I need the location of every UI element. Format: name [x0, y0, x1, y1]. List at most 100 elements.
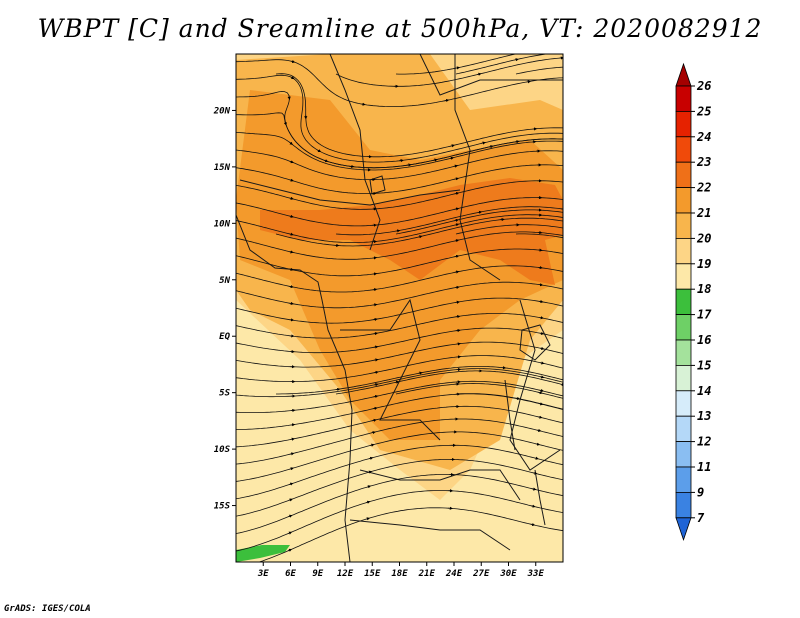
streamline [236, 248, 563, 277]
streamline-arrow [534, 456, 539, 460]
streamline-arrow [289, 285, 294, 289]
y-tick-label: 10N [214, 219, 231, 229]
streamline-arrow [433, 158, 438, 162]
streamline [236, 431, 563, 482]
lake-malawi [534, 469, 546, 526]
grads-credit: GrADS: IGES/COLA [4, 604, 91, 614]
wbpt-band-22-23 [260, 178, 563, 285]
colorbar-segment [675, 441, 692, 468]
streamline [236, 164, 563, 194]
streamline-arrow [444, 98, 450, 103]
streamline-arrow [454, 207, 460, 211]
streamline [236, 281, 563, 309]
streamline-arrow [477, 210, 483, 214]
country-border [349, 519, 511, 551]
streamline-arrow [539, 388, 545, 393]
streamline [236, 265, 563, 293]
colorbar-top-triangle [675, 62, 692, 87]
streamline-arrow [418, 235, 423, 239]
colorbar-label: 7 [697, 511, 705, 525]
x-tick-label: 21E [418, 569, 436, 579]
streamline-arrow [454, 177, 460, 181]
x-tick-label: 15E [364, 569, 381, 579]
streamline-arrow [477, 72, 482, 76]
streamline-arrow [455, 300, 460, 304]
streamline-arrow [538, 299, 544, 304]
streamline [236, 297, 563, 324]
streamline-arrow [365, 517, 371, 521]
streamline-arrow [374, 358, 379, 362]
streamline-arrow [374, 370, 379, 374]
streamline [236, 459, 563, 517]
colorbar-segment [675, 491, 692, 519]
streamline [275, 217, 563, 247]
streamline-arrow [368, 456, 374, 460]
streamline-arrow [539, 361, 545, 365]
streamline-arrow [454, 191, 460, 196]
streamline-arrow [373, 406, 378, 410]
streamline-arrow [373, 394, 379, 399]
colorbar-segment [675, 85, 692, 112]
streamline-arrow [531, 487, 537, 491]
streamline-arrow [283, 121, 287, 126]
colorbar-label: 18 [697, 282, 711, 296]
streamline-arrow [455, 66, 461, 70]
streamline-arrow [374, 383, 379, 387]
streamline-arrow [370, 443, 375, 447]
lake-victoria [519, 324, 551, 361]
streamline-arrow [481, 141, 486, 145]
colorbar-segment [675, 390, 692, 417]
colorbar-bottom-triangle [675, 517, 692, 542]
streamline [236, 355, 563, 382]
streamline-arrow [539, 331, 545, 335]
streamline-arrow [372, 418, 377, 422]
streamline-arrow [454, 218, 459, 222]
streamline [236, 313, 563, 339]
colorbar: 26 25 24 23 22 21 20 19 18 17 16 15 14 13 12 11 9 7 [675, 62, 712, 542]
streamline [236, 380, 563, 413]
streamline-arrow [373, 331, 379, 336]
colorbar-segment [675, 161, 692, 188]
streamline-arrow [367, 470, 373, 474]
y-tick-label: 10S [214, 445, 231, 455]
streamline-arrow [289, 178, 294, 182]
x-tick-label: 9E [312, 569, 323, 579]
streamline [455, 54, 549, 75]
colorbar-label: 16 [697, 333, 711, 347]
colorbar-label: 12 [697, 435, 711, 449]
x-axis: 3E 6E 9E 12E 15E 18E 21E 24E 27E 30E 33E [257, 562, 544, 579]
colorbar-segment [675, 187, 692, 214]
colorbar-label: 25 [696, 104, 711, 118]
streamline-arrow [560, 382, 563, 386]
colorbar-label: 21 [696, 206, 711, 220]
streamline-arrow [395, 229, 401, 233]
streamline-arrow [454, 270, 460, 274]
streamline [236, 131, 563, 171]
streamline-arrow [290, 59, 296, 64]
colorbar-segment [675, 237, 692, 265]
colorbar-label: 24 [696, 130, 711, 144]
streamline-arrow [289, 141, 293, 145]
streamline [236, 231, 563, 260]
streamline-arrow [531, 504, 536, 508]
streamline [236, 341, 563, 368]
colorbar-label: 23 [696, 155, 711, 169]
streamline-arrow [290, 76, 295, 80]
y-axis: 20N 15N 10N 5N EQ 5S 10S 15S [213, 106, 236, 512]
colorbar-segment [675, 364, 692, 392]
streamline-arrow [455, 285, 460, 289]
streamline-arrow [289, 214, 294, 218]
streamline-arrow [530, 522, 536, 527]
lake-chad [369, 175, 386, 195]
colorbar-segment [675, 339, 692, 366]
lake-tanganyika [504, 379, 516, 451]
colorbar-segment [675, 263, 692, 290]
streamline-arrow [537, 49, 540, 50]
wbpt-band-17-18 [236, 545, 290, 562]
y-tick-label: 15S [214, 502, 231, 512]
streamline-arrow [526, 80, 531, 84]
colorbar-segment [675, 466, 692, 493]
streamline-arrow [533, 471, 538, 475]
streamline-arrow [365, 500, 371, 504]
streamline-arrow [535, 442, 541, 446]
